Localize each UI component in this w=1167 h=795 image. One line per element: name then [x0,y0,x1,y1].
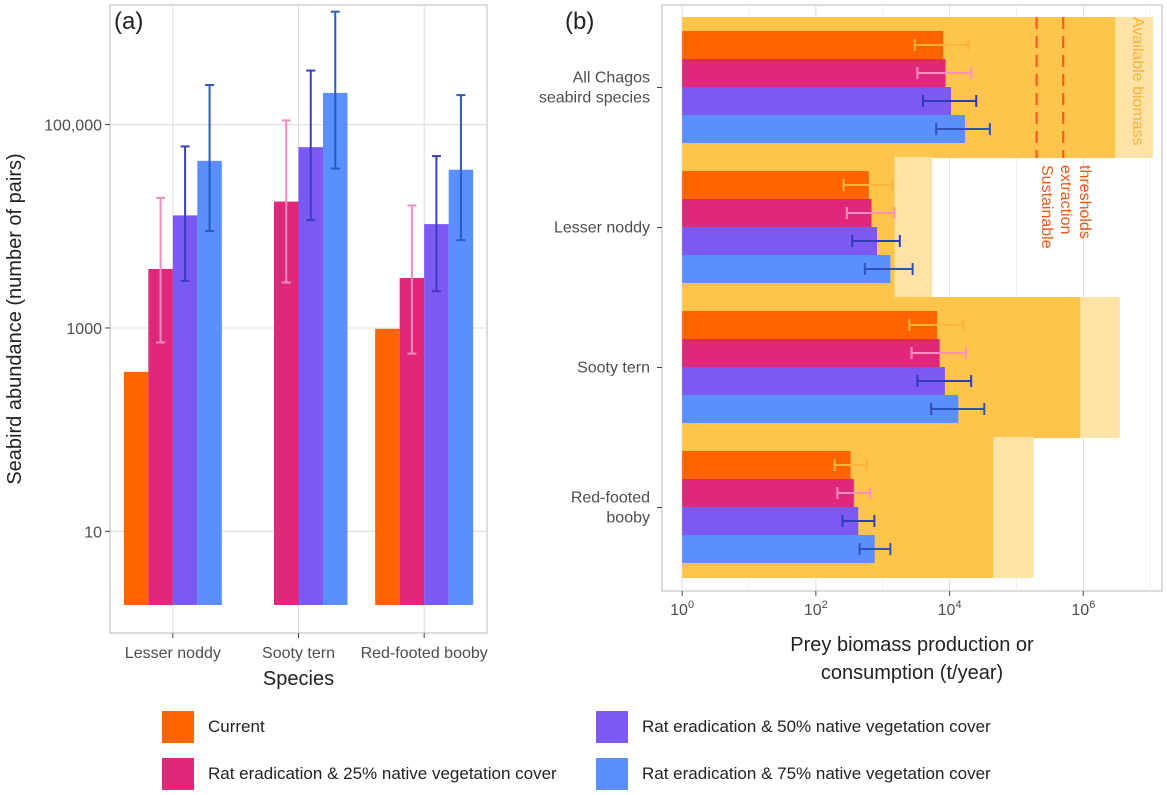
legend: Current Rat eradication & 50% native veg… [0,700,1167,795]
panel-b-bar [682,227,877,255]
panel-b-y-tick-label: All Chagos [573,70,650,87]
panel-b-bar [682,507,859,535]
panel-a-bar [298,147,323,606]
panel-b-bar [682,367,945,395]
panel-a-x-tick-label: Red-footed booby [361,645,488,662]
panel-b-bar [682,311,938,339]
panel-b-threshold-label: Sustainable extraction thresholds [1038,165,1093,249]
panel-b-bar [682,199,872,227]
panel-b-y-tick-label: Sooty tern [577,360,650,377]
panel-a-y-axis-title: Seabird abundance (number of pairs) [4,153,26,484]
panel-b-x-tick-label: 102 [804,599,828,619]
panel-b-x-tick-label: 104 [938,599,962,619]
panel-a-y-tick-label: 100,000 [44,118,102,135]
panel-b-x-tick-label: 100 [670,599,694,619]
panel-b-bar [682,339,940,367]
legend-label-25pct: Rat eradication & 25% native vegetation … [208,764,557,783]
panel-b-bar [682,59,946,87]
panel-b-bar [682,395,959,423]
legend-swatch-25pct [162,758,194,790]
legend-swatch-50pct [596,711,628,743]
panel-a-y-tick-label: 10 [84,524,102,541]
legend-swatch-current [162,711,194,743]
panel-a-bar [375,328,400,605]
panel-a-bar [197,160,222,606]
panel-a: 10 1000 100,000 Lesser noddy Sooty tern Red-f… [4,4,488,690]
legend-label-75pct: Rat eradication & 75% native vegetation … [642,764,991,783]
panel-b-x-tick-label: 106 [1071,599,1095,619]
panel-b-bar [682,87,952,115]
legend-item-50pct: Rat eradication & 50% native vegetation … [596,711,991,743]
panel-b-y-tick-label: Red-footed [571,490,650,507]
panel-b-label: (b) [565,8,594,35]
panel-a-bar [323,92,348,605]
legend-item-75pct: Rat eradication & 75% native vegetation … [596,758,991,790]
legend-label-50pct: Rat eradication & 50% native vegetation … [642,717,991,736]
panel-b-x-axis-title: Prey biomass production or consumption (t… [790,634,1034,684]
panel-a-x-tick-label: Sooty tern [262,645,335,662]
panel-a-x-axis-title: Species [263,668,334,690]
figure: 10 1000 100,000 Lesser noddy Sooty tern Red-f… [4,4,1163,690]
panel-a-bar [123,371,149,605]
panel-b-bar [682,171,869,199]
panel-a-x-tick-label: Lesser noddy [125,645,221,662]
panel-b-bar [682,479,854,507]
panel-a-bar [448,169,474,605]
legend-item-25pct: Rat eradication & 25% native vegetation … [162,758,557,790]
panel-b-bar [682,451,851,479]
legend-item-current: Current [162,711,265,743]
panel-b-available-biomass-label: Available biomass [1129,17,1146,146]
panel-b-bar [682,31,944,59]
panel-b: 100 102 104 106 All Chagos seabird species Les… [539,4,1163,684]
panel-a-y-tick-label: 1000 [66,321,102,338]
legend-label-current: Current [208,717,265,736]
panel-b-y-tick-label: booby [606,510,650,527]
panel-b-bar [682,115,966,143]
panel-a-label: (a) [114,8,143,35]
panel-b-bar [682,535,875,563]
panel-b-bar [682,255,891,283]
panel-b-y-tick-label: seabird species [539,90,650,107]
legend-swatch-75pct [596,758,628,790]
panel-b-y-tick-label: Lesser noddy [554,220,650,237]
